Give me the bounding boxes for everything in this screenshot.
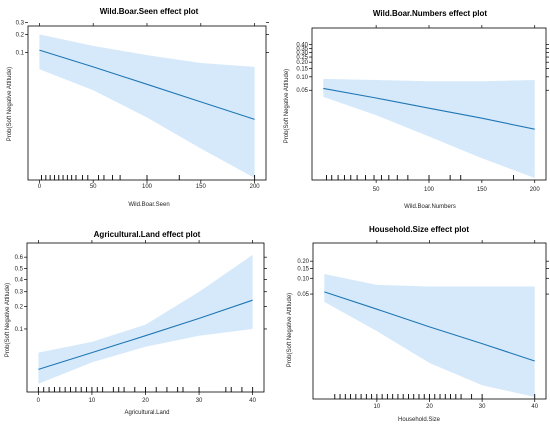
- x-tick-label: 10: [374, 404, 381, 410]
- panel-title: Wild.Boar.Seen effect plot: [100, 7, 199, 16]
- y-tick-label: 0.15: [296, 66, 308, 72]
- y-axis-label: Prob(Soft Negative Attitude): [5, 283, 11, 357]
- y-tick-label: 0.5: [15, 266, 24, 272]
- y-tick-label: 0.40: [296, 43, 308, 49]
- confidence-band: [323, 78, 535, 178]
- panel-title: Wild.Boar.Numbers effect plot: [373, 9, 488, 18]
- y-tick-label: 0.4: [15, 278, 24, 284]
- x-axis-label: Wild.Boar.Seen: [128, 202, 169, 208]
- x-axis-label: Agricultural.Land: [124, 410, 169, 416]
- fitted-line: [38, 299, 253, 370]
- fitted-line: [323, 87, 535, 130]
- y-tick-label: 0.10: [297, 276, 309, 282]
- panel-agricultural-land: Agricultural.Land effect plot Agricultur…: [5, 230, 267, 416]
- panel-wild-boar-seen: Wild.Boar.Seen effect plot Wild.Boar.See…: [7, 7, 269, 208]
- x-tick-label: 150: [196, 184, 207, 190]
- panel-household-size: Household.Size effect plot Household.Siz…: [287, 225, 549, 423]
- x-tick-label: 150: [477, 187, 488, 193]
- y-tick-label: 0.2: [15, 305, 24, 311]
- y-tick-label: 0.20: [297, 259, 309, 265]
- panel-title: Household.Size effect plot: [369, 225, 469, 234]
- confidence-band: [39, 34, 255, 179]
- x-tick-label: 50: [90, 184, 97, 190]
- y-tick-label: 0.05: [297, 292, 309, 298]
- x-axis-label: Household.Size: [398, 417, 441, 423]
- y-tick-label: 0.30: [296, 51, 308, 57]
- y-tick-label: 0.3: [16, 20, 25, 26]
- fitted-line: [324, 291, 535, 362]
- y-axis-label: Prob(Soft Negative Attitude): [284, 69, 290, 143]
- fitted-line: [39, 49, 255, 120]
- y-axis-label: Prob(Soft Negative Attitude): [287, 293, 293, 367]
- x-tick-label: 0: [38, 184, 42, 190]
- y-tick-label: 0.10: [296, 75, 308, 81]
- y-tick-label: 0.25: [296, 55, 308, 61]
- x-tick-label: 10: [89, 398, 96, 404]
- x-tick-label: 30: [479, 404, 486, 410]
- x-tick-label: 200: [250, 184, 261, 190]
- x-tick-label: 200: [530, 187, 541, 193]
- y-tick-label: 0.1: [16, 51, 25, 57]
- x-tick-label: 20: [142, 398, 149, 404]
- y-tick-label: 0.15: [297, 267, 309, 273]
- x-tick-label: 40: [531, 404, 538, 410]
- y-tick-label: 0.6: [15, 255, 24, 261]
- x-tick-label: 0: [37, 398, 41, 404]
- panel-wild-boar-numbers: Wild.Boar.Numbers effect plot Wild.Boar.…: [284, 9, 549, 210]
- x-axis-label: Wild.Boar.Numbers: [404, 204, 456, 210]
- y-tick-label: 0.20: [296, 60, 308, 66]
- y-tick-label: 0.3: [15, 290, 24, 296]
- x-tick-label: 20: [426, 404, 433, 410]
- x-tick-label: 50: [373, 187, 380, 193]
- y-tick-label: 0.1: [15, 327, 24, 333]
- confidence-band: [324, 274, 535, 397]
- y-axis-label: Prob(Soft Negative Attitude): [7, 67, 13, 141]
- y-tick-label: 0.2: [16, 32, 25, 38]
- x-tick-label: 40: [249, 398, 256, 404]
- x-tick-label: 100: [424, 187, 435, 193]
- confidence-band: [38, 254, 253, 384]
- panel-title: Agricultural.Land effect plot: [94, 230, 201, 239]
- y-tick-label: 0.35: [296, 46, 308, 52]
- y-tick-label: 0.05: [296, 88, 308, 94]
- x-tick-label: 30: [196, 398, 203, 404]
- x-tick-label: 100: [142, 184, 153, 190]
